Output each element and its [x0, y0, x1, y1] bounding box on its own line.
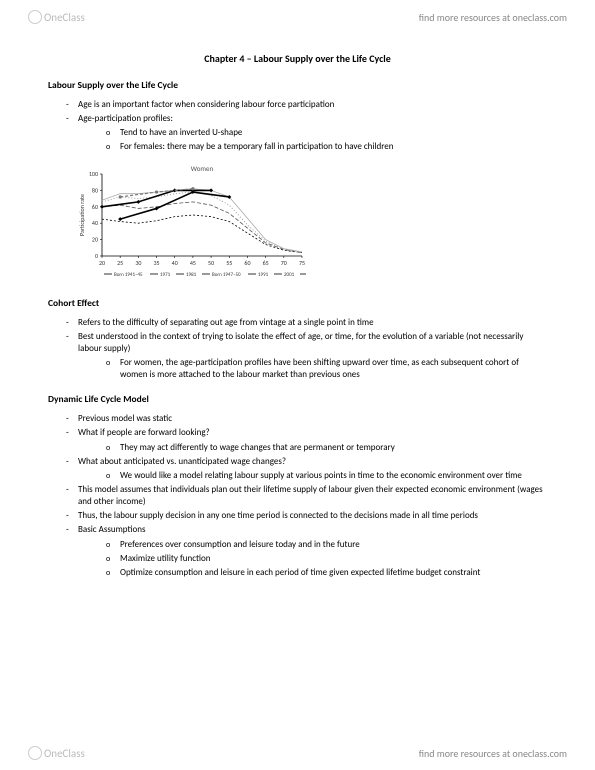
footer-tagline: find more resources at oneclass.com [419, 747, 567, 760]
page-footer: OneClass find more resources at oneclass… [0, 746, 595, 760]
participation-chart: Women02040608010020253035404550556065707… [76, 162, 547, 285]
section-heading: Cohort Effect [48, 297, 547, 309]
section-heading: Dynamic Life Cycle Model [48, 393, 547, 405]
svg-text:40: 40 [172, 259, 178, 267]
list-item: Refers to the difficulty of separating o… [66, 317, 547, 329]
svg-text:45: 45 [190, 259, 196, 267]
list-item: What about anticipated vs. unanticipated… [66, 456, 547, 482]
svg-text:100: 100 [89, 170, 98, 178]
svg-text:70: 70 [281, 259, 287, 267]
svg-text:60: 60 [244, 259, 250, 267]
svg-text:Born 1947–50: Born 1947–50 [212, 272, 241, 278]
svg-text:30: 30 [135, 259, 141, 267]
sub-list: For women, the age-participation profile… [78, 357, 547, 381]
list-item: Age-participation profiles: Tend to have… [66, 113, 547, 153]
svg-text:1971: 1971 [160, 272, 171, 278]
list-item: Thus, the labour supply decision in any … [66, 510, 547, 522]
list-item: What if people are forward looking? They… [66, 427, 547, 453]
svg-text:65: 65 [263, 259, 269, 267]
sub-list: We would like a model relating labour su… [78, 470, 547, 482]
bullet-list: Age is an important factor when consider… [48, 99, 547, 154]
brand-name: OneClass [44, 11, 85, 24]
list-item: For females: there may be a temporary fa… [106, 141, 547, 153]
svg-text:Participation rate: Participation rate [78, 194, 86, 236]
section-heading: Labour Supply over the Life Cycle [48, 79, 547, 91]
header-tagline: find more resources at oneclass.com [419, 11, 567, 24]
svg-text:80: 80 [92, 186, 98, 194]
chart-svg: Women02040608010020253035404550556065707… [76, 162, 306, 282]
svg-text:50: 50 [208, 259, 214, 267]
bullet-list: Previous model was static What if people… [48, 413, 547, 579]
list-item: Age is an important factor when consider… [66, 99, 547, 111]
list-item: Tend to have an inverted U-shape [106, 127, 547, 139]
svg-text:40: 40 [92, 219, 98, 227]
brand-logo: OneClass [28, 746, 85, 760]
svg-text:2001: 2001 [284, 272, 295, 278]
list-item: Maximize utility function [106, 553, 547, 565]
brand-name: OneClass [44, 747, 85, 760]
list-item: For women, the age-participation profile… [106, 357, 547, 381]
svg-text:0: 0 [95, 252, 98, 260]
sub-list: Preferences over consumption and leisure… [78, 539, 547, 579]
svg-text:75: 75 [299, 259, 305, 267]
svg-text:Women: Women [191, 164, 214, 173]
list-item: This model assumes that individuals plan… [66, 484, 547, 508]
list-item-text: What about anticipated vs. unanticipated… [78, 456, 286, 467]
svg-text:60: 60 [92, 202, 98, 210]
list-item: Optimize consumption and leisure in each… [106, 567, 547, 579]
logo-circle-icon [28, 746, 42, 760]
chapter-title: Chapter 4 – Labour Supply over the Life … [48, 52, 547, 65]
list-item: They may act differently to wage changes… [106, 442, 547, 454]
list-item: We would like a model relating labour su… [106, 470, 547, 482]
list-item: Best understood in the context of trying… [66, 331, 547, 382]
brand-logo: OneClass [28, 10, 85, 24]
svg-text:55: 55 [226, 259, 232, 267]
list-item: Basic Assumptions Preferences over consu… [66, 524, 547, 579]
logo-circle-icon [28, 10, 42, 24]
sub-list: Tend to have an inverted U-shape For fem… [78, 127, 547, 153]
list-item-text: What if people are forward looking? [78, 427, 210, 438]
list-item-text: Basic Assumptions [78, 524, 146, 535]
svg-text:1981: 1981 [186, 272, 197, 278]
svg-text:25: 25 [117, 259, 123, 267]
svg-text:1991: 1991 [258, 272, 269, 278]
list-item-text: Best understood in the context of trying… [78, 331, 523, 354]
list-item: Previous model was static [66, 413, 547, 425]
bullet-list: Refers to the difficulty of separating o… [48, 317, 547, 382]
svg-text:20: 20 [99, 259, 105, 267]
page-header: OneClass find more resources at oneclass… [0, 10, 595, 24]
list-item: Preferences over consumption and leisure… [106, 539, 547, 551]
svg-text:Born 1941–45: Born 1941–45 [114, 272, 143, 278]
sub-list: They may act differently to wage changes… [78, 442, 547, 454]
svg-text:35: 35 [153, 259, 159, 267]
svg-text:20: 20 [92, 235, 98, 243]
list-item-text: Age-participation profiles: [78, 113, 173, 124]
